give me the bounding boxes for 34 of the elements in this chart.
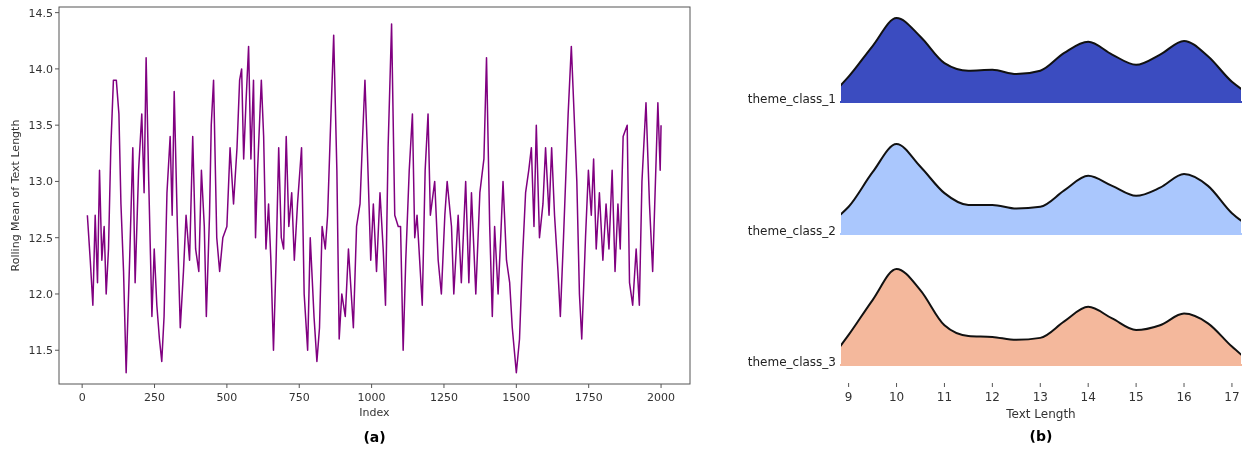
x-axis-title: Index	[359, 406, 391, 419]
x-tick-label: 1250	[429, 391, 458, 404]
x-tick-label: 13	[1032, 390, 1048, 404]
y-tick-label: 11.5	[28, 344, 53, 358]
x-tick-label: 9	[844, 390, 853, 404]
x-tick-label: 1500	[502, 391, 531, 404]
series-label: theme_class_2	[747, 224, 836, 238]
x-tick-label: 11	[936, 390, 953, 404]
x-tick-label: 500	[216, 391, 238, 404]
x-axis-title: Text Length	[1005, 407, 1076, 421]
y-axis-title: Rolling Mean of Text Length	[9, 119, 22, 272]
x-tick-label: 14	[1080, 390, 1096, 404]
y-tick-label: 14.0	[28, 62, 53, 76]
y-tick-label: 14.5	[28, 6, 53, 20]
x-tick-label: 1750	[574, 391, 603, 404]
x-tick-label: 2000	[647, 391, 676, 404]
y-tick-label: 13.0	[28, 175, 53, 189]
line-series	[86, 23, 662, 374]
x-tick-label: 1000	[357, 391, 386, 404]
text: (a)	[363, 429, 386, 445]
x-tick-label: 750	[288, 391, 310, 404]
y-tick-label: 12.0	[28, 287, 53, 301]
series-label: theme_class_3	[747, 355, 836, 369]
text: (b)	[1029, 428, 1053, 444]
y-tick-label: 13.5	[28, 119, 53, 133]
y-tick-label: 12.5	[28, 231, 53, 245]
x-tick-label: 12	[984, 390, 1001, 404]
x-tick-label: 0	[78, 391, 86, 404]
x-tick-label: 17	[1224, 390, 1240, 404]
x-tick-label: 250	[144, 391, 166, 404]
x-tick-label: 15	[1128, 390, 1144, 404]
series-label: theme_class_1	[747, 92, 836, 106]
x-tick-label: 16	[1176, 390, 1192, 404]
x-tick-label: 10	[888, 390, 905, 404]
